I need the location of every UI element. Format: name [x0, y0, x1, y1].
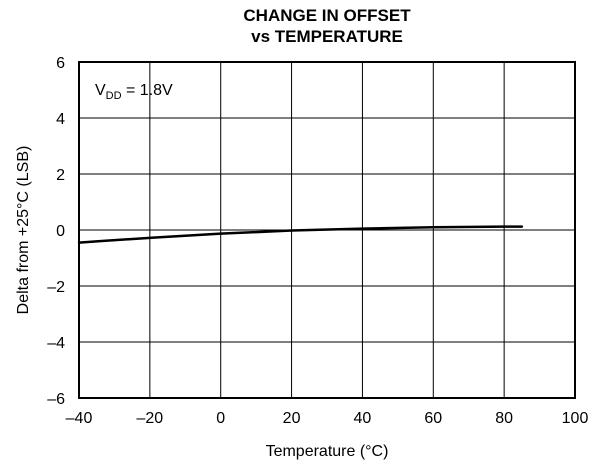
x-tick-label: 0: [216, 410, 225, 427]
y-tick-label: –4: [47, 335, 65, 352]
x-tick-label: 40: [354, 410, 372, 427]
y-tick-label: 6: [56, 55, 65, 72]
chart-title: CHANGE IN OFFSET: [243, 6, 411, 25]
series-layer: [77, 225, 524, 244]
x-tick-label: –20: [137, 410, 164, 427]
y-axis-label: Delta from +25°C (LSB): [15, 146, 32, 315]
x-axis-label: Temperature (°C): [266, 443, 389, 460]
x-tick-label: 20: [283, 410, 301, 427]
vdd-annotation: VDD = 1.8V: [95, 82, 173, 102]
x-tick-label: 60: [424, 410, 442, 427]
y-tick-label: 4: [56, 111, 65, 128]
x-tick-label: 100: [562, 410, 589, 427]
plot-frame: [78, 61, 576, 399]
vdd-value: = 1.8V: [122, 82, 173, 99]
chart-subtitle: vs TEMPERATURE: [251, 27, 403, 46]
x-tick-label: –40: [66, 410, 93, 427]
grid: [78, 61, 576, 399]
y-tick-label: 2: [56, 167, 65, 184]
x-tick-label: 80: [495, 410, 513, 427]
y-tick-label: –6: [47, 391, 65, 408]
vdd-prefix: V: [95, 82, 106, 99]
vdd-subscript: DD: [106, 90, 122, 102]
y-tick-label: 0: [56, 223, 65, 240]
y-tick-label: –2: [47, 279, 65, 296]
series-line: [77, 225, 524, 244]
